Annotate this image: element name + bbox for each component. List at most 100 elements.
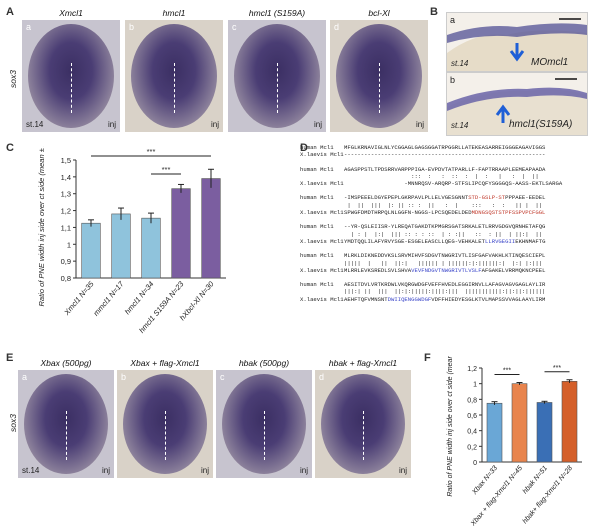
embryo-title-e-b: Xbax + flag-Xmcl1 (130, 358, 200, 368)
y-tick-label: 0,8 (467, 397, 477, 404)
alignment-block: human Mcl1 MFGLKRNAVIGLNLYCGGAGLGAGSGGATR… (300, 144, 596, 159)
alignment-row: X.laevis Mcl1 MLRRLEVKSREDLSVLSHVAVEVFNDG… (300, 267, 596, 274)
alignment-row: ::: : : :: : | : | : | || (300, 173, 596, 180)
alignment-block: human Mcl1 --YR-QSLEIISR-YLREQATGAKDTKPMG… (300, 223, 596, 245)
alignment-row: X.laevis Mcl1 AEHFTQFVMNSNTDWIIQENGGWDGFV… (300, 296, 596, 303)
sequence-name: human Mcl1 (300, 223, 334, 231)
sequence-text: SPWGFDMDTHRPQLNLGGFN-NGGS-LPCSQEDELDEDMD… (344, 209, 546, 217)
alignment-row: |||:| || ||| ||:|:|||||:||||:||| |||||||… (300, 288, 596, 295)
alignment-block: human Mcl1 MLRKLDIKNEDDVKSLSRVMIHVFSDGVTN… (300, 252, 596, 274)
significance-label: *** (162, 165, 171, 174)
embryo-sub-letter: c (220, 372, 225, 382)
sequence-name: X.laevis Mcl1 (300, 237, 344, 245)
section-image-b-a: a st.14 MOmcl1 (446, 12, 588, 72)
alignment-row: ||||| | || ||:| |||||| | ||||||:|:||||||… (300, 260, 596, 267)
y-tick-label: 1,2 (61, 207, 71, 216)
panel-letter-c: C (6, 142, 14, 154)
label-b-b: hmcl1(S159A) (509, 119, 573, 130)
side-label: inj (101, 466, 110, 475)
midline-dash (174, 62, 175, 113)
sequence-name: X.laevis Mcl1 (300, 209, 344, 217)
bar (561, 381, 578, 463)
alignment-row: X.laevis Mcl1 YMDTQQLILAFYRVYSGE-ESGELEAS… (300, 238, 596, 245)
sequence-text: | || ||| |: || :: : || : | ::: : : || | … (344, 201, 543, 209)
sequence-name: human Mcl1 (300, 281, 334, 289)
alignment-block: human Mcl1 AGASPPSTLTPDSRRVARPPPIGA-EVPDV… (300, 166, 596, 188)
bar (111, 213, 131, 279)
alignment-block: human Mcl1 AESITDVLVRTKRDWLVKQRGWDGFVEFFH… (300, 281, 596, 303)
gene-label-a: sox3 (8, 70, 18, 88)
y-tick-label: 1,4 (61, 173, 71, 182)
chart-f: 0 0,2 0,4 0,6 0,8 1 1,2 Ratio of PNE width inj … (447, 356, 582, 526)
gene-label-e: sox3 (8, 414, 18, 432)
y-tick-label: 0,9 (61, 257, 71, 266)
y-tick-label: 1 (67, 240, 71, 249)
section-image-b-b: b st.14 hmcl1(S159A) (446, 72, 588, 136)
embryo-title-a-b: hmcl1 (162, 8, 186, 18)
alignment-row: human Mcl1 MLRKLDIKNEDDVKSLSRVMIHVFSDGVTN… (300, 252, 596, 259)
bh-domain-highlight: DWIIQENGGWDGF (387, 295, 432, 303)
embryo-sub-letter: a (26, 22, 32, 32)
significance-label: *** (553, 365, 561, 372)
midline-dash (379, 62, 380, 113)
embryo-sub-letter: d (334, 22, 340, 32)
sequence-name: human Mcl1 (300, 252, 334, 260)
chart-c: 0,8 0,9 1 1,1 1,2 1,3 1,4 1,5 Ratio of PNE width… (37, 146, 226, 335)
sequence-name (300, 231, 344, 238)
y-tick-label: 1,1 (61, 223, 71, 232)
phospho-site-highlight: STD-GSLP-ST (468, 194, 506, 202)
embryo-sub-letter: b (129, 22, 135, 32)
alignment-row: | || ||| |: || :: : || : | ::: : : || | … (300, 202, 596, 209)
midline-dash (71, 62, 72, 113)
sequence-name: X.laevis Mcl1 (300, 151, 344, 159)
alignment-row: human Mcl1 MFGLKRNAVIGLNLYCGGAGLGAGSGGATR… (300, 144, 596, 151)
y-tick-label: 1,5 (61, 156, 71, 165)
bh-domain-highlight: LLRVGEGII (485, 237, 516, 245)
embryo-image-a-c: c inj (228, 20, 326, 132)
embryo-image-e-a: a st.14 inj (18, 370, 114, 478)
x-tick-label: hbak+ flag-Xmcl1 N=28 (522, 465, 574, 526)
panel-letter-a: A (6, 6, 14, 18)
sequence-text: |||:| || ||| ||:|:|||||:||||:||| |||||||… (344, 288, 546, 296)
alignment-row: | : | |:| ||| :: : : :: | : :|| :: : || … (300, 231, 596, 238)
bar (511, 383, 528, 463)
sequence-text: AGASPPSTLTPDSRRVARPPPIGA-EVPDVTATPARLLF-… (344, 165, 546, 173)
sequence-text: -MNNRQSV-ARQRP-STFSLIPCQFYSGGGQS-AASS-EK… (344, 180, 563, 188)
section-a-drawing (447, 18, 587, 71)
phospho-site-highlight: MDNGSQSTSTPFSSPVPCFGGL (471, 209, 546, 217)
embryo-title-e-a: Xbax (500pg) (40, 358, 92, 368)
embryo-title-e-d: hbak + flag-Xmcl1 (328, 358, 398, 368)
alignment-row: X.laevis Mcl1 ---------------------------… (300, 151, 596, 158)
midline-dash (165, 411, 166, 460)
stage-label: st.14 (22, 466, 40, 475)
alignment-row: human Mcl1 AGASPPSTLTPDSRRVARPPPIGA-EVPDV… (300, 166, 596, 173)
sequence-text: MFGLKRNAVIGLNLYCGGAGLGAGSGGATRPGGRLLATEK… (344, 144, 546, 151)
stage-label: st.14 (26, 120, 44, 129)
sequence-alignment: human Mcl1 MFGLKRNAVIGLNLYCGGAGLGAGSGGATR… (300, 144, 596, 374)
alignment-row: X.laevis Mcl1 -MNNRQSV-ARQRP-STFSLIPCQFY… (300, 180, 596, 187)
bar (486, 402, 503, 463)
sequence-name (300, 288, 344, 295)
embryo-sub-letter: c (232, 22, 237, 32)
sub-b-a: a (450, 15, 456, 25)
x-tick-label: hbak N=51 (522, 465, 549, 496)
embryo-title-a-c: hmcl1 (S159A) (248, 8, 306, 18)
sequence-text: ----------------------------------------… (344, 151, 546, 159)
side-label: inj (200, 466, 209, 475)
bar (171, 188, 191, 279)
side-label: inj (398, 466, 407, 475)
y-tick-label: 0 (473, 460, 477, 467)
alignment-row: human Mcl1 --YR-QSLEIISR-YLREQATGAKDTKPMG… (300, 223, 596, 230)
embryo-image-e-b: b inj (117, 370, 213, 478)
alignment-row: human Mcl1 AESITDVLVRTKRDWLVKQRGWDGFVEFFH… (300, 281, 596, 288)
embryo-image-a-d: d inj (330, 20, 428, 132)
sequence-name: human Mcl1 (300, 144, 334, 151)
side-label: inj (107, 120, 116, 129)
midline-dash (363, 411, 364, 460)
sequence-text: | : | |:| ||| :: : : :: | : :|| :: : || … (344, 230, 543, 238)
label-b-a: MOmcl1 (531, 57, 569, 68)
embryo-title-a-a: Xmcl1 (59, 8, 83, 18)
y-tick-label: 1,2 (467, 366, 477, 373)
sequence-name (300, 202, 344, 209)
sequence-text: MLRKLDIKNEDDVKSLSRVMIHVFSDGVTNWGRIVTLISF… (344, 252, 546, 260)
